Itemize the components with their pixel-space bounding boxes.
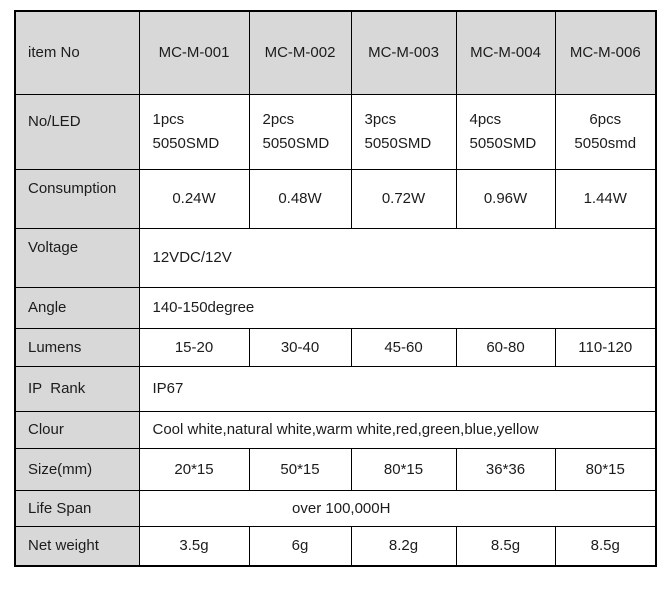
row-label-item-no: item No bbox=[14, 10, 140, 95]
cell-lumens-5: 110-120 bbox=[554, 327, 657, 367]
cell-size-2: 50*15 bbox=[248, 447, 352, 491]
cell-voltage-merged: 12VDC/12V bbox=[138, 227, 657, 288]
spec-table: item No MC-M-001 MC-M-002 MC-M-003 MC-M-… bbox=[14, 10, 657, 567]
table-row-consumption: Consumption 0.24W 0.48W 0.72W 0.96W 1.44… bbox=[14, 168, 657, 229]
cell-consumption-1: 0.24W bbox=[138, 168, 250, 229]
cell-net-weight-1: 3.5g bbox=[138, 525, 250, 567]
cell-net-weight-2: 6g bbox=[248, 525, 352, 567]
table-row-clour: Clour Cool white,natural white,warm whit… bbox=[14, 410, 657, 449]
cell-no-led-2: 2pcs 5050SMD bbox=[248, 93, 352, 170]
table-row-no-led: No/LED 1pcs 5050SMD 2pcs 5050SMD 3pcs 50… bbox=[14, 93, 657, 170]
row-label-clour: Clour bbox=[14, 410, 140, 449]
row-label-consumption: Consumption bbox=[14, 168, 140, 229]
cell-consumption-4: 0.96W bbox=[455, 168, 556, 229]
cell-size-1: 20*15 bbox=[138, 447, 250, 491]
cell-size-4: 36*36 bbox=[455, 447, 556, 491]
cell-size-5: 80*15 bbox=[554, 447, 657, 491]
cell-no-led-3: 3pcs 5050SMD bbox=[350, 93, 457, 170]
table-row-item-no: item No MC-M-001 MC-M-002 MC-M-003 MC-M-… bbox=[14, 10, 657, 95]
cell-lumens-4: 60-80 bbox=[455, 327, 556, 367]
cell-consumption-2: 0.48W bbox=[248, 168, 352, 229]
cell-no-led-4: 4pcs 5050SMD bbox=[455, 93, 556, 170]
cell-life-span-merged: over 100,000H bbox=[138, 489, 657, 527]
table-row-voltage: Voltage 12VDC/12V bbox=[14, 227, 657, 288]
cell-lumens-2: 30-40 bbox=[248, 327, 352, 367]
cell-item-no-2: MC-M-002 bbox=[248, 10, 352, 95]
row-label-net-weight: Net weight bbox=[14, 525, 140, 567]
cell-no-led-1: 1pcs 5050SMD bbox=[138, 93, 250, 170]
table-row-size: Size(mm) 20*15 50*15 80*15 36*36 80*15 bbox=[14, 447, 657, 491]
table-row-angle: Angle 140-150degree bbox=[14, 286, 657, 329]
cell-lumens-3: 45-60 bbox=[350, 327, 457, 367]
cell-size-3: 80*15 bbox=[350, 447, 457, 491]
table-row-lumens: Lumens 15-20 30-40 45-60 60-80 110-120 bbox=[14, 327, 657, 367]
cell-angle-merged: 140-150degree bbox=[138, 286, 657, 329]
row-label-size: Size(mm) bbox=[14, 447, 140, 491]
cell-net-weight-5: 8.5g bbox=[554, 525, 657, 567]
table-row-net-weight: Net weight 3.5g 6g 8.2g 8.5g 8.5g bbox=[14, 525, 657, 567]
cell-net-weight-3: 8.2g bbox=[350, 525, 457, 567]
cell-consumption-3: 0.72W bbox=[350, 168, 457, 229]
table-row-ip-rank: IP Rank IP67 bbox=[14, 365, 657, 412]
cell-net-weight-4: 8.5g bbox=[455, 525, 556, 567]
row-label-angle: Angle bbox=[14, 286, 140, 329]
row-label-no-led: No/LED bbox=[14, 93, 140, 170]
cell-item-no-1: MC-M-001 bbox=[138, 10, 250, 95]
cell-item-no-4: MC-M-004 bbox=[455, 10, 556, 95]
row-label-voltage: Voltage bbox=[14, 227, 140, 288]
row-label-ip-rank: IP Rank bbox=[14, 365, 140, 412]
cell-lumens-1: 15-20 bbox=[138, 327, 250, 367]
cell-consumption-5: 1.44W bbox=[554, 168, 657, 229]
cell-clour-merged: Cool white,natural white,warm white,red,… bbox=[138, 410, 657, 449]
cell-item-no-5: MC-M-006 bbox=[554, 10, 657, 95]
row-label-life-span: Life Span bbox=[14, 489, 140, 527]
row-label-lumens: Lumens bbox=[14, 327, 140, 367]
cell-no-led-5: 6pcs 5050smd bbox=[554, 93, 657, 170]
cell-item-no-3: MC-M-003 bbox=[350, 10, 457, 95]
table-row-life-span: Life Span over 100,000H bbox=[14, 489, 657, 527]
cell-ip-rank-merged: IP67 bbox=[138, 365, 657, 412]
